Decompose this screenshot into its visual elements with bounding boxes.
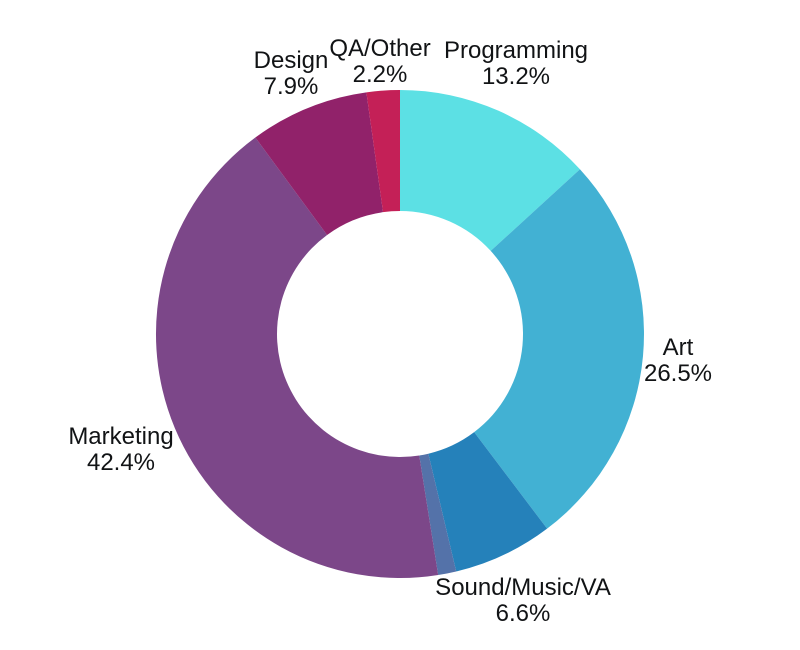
label-marketing-name: Marketing	[68, 423, 174, 450]
slice-sound-music-va	[428, 432, 548, 572]
label-marketing: Marketing 42.4%	[68, 423, 174, 477]
label-sound-music-va-name: Sound/Music/VA	[435, 574, 611, 601]
label-qa-other: QA/Other 2.2%	[329, 35, 431, 89]
slice-qa-other	[366, 90, 400, 213]
slice-programming	[400, 90, 580, 251]
label-design-name: Design	[253, 47, 329, 74]
label-art-name: Art	[662, 334, 694, 361]
label-qa-other-name: QA/Other	[329, 35, 431, 62]
label-programming: Programming 13.2%	[443, 37, 589, 91]
label-marketing-pct: 42.4%	[86, 449, 156, 477]
label-programming-pct: 13.2%	[481, 63, 551, 91]
label-programming-name: Programming	[443, 37, 589, 64]
label-art-pct: 26.5%	[643, 360, 713, 388]
label-sound-music-va-pct: 6.6%	[495, 600, 551, 628]
slice-unlabeled-sliver	[419, 453, 457, 575]
label-sound-music-va: Sound/Music/VA 6.6%	[435, 574, 611, 628]
label-design: Design 7.9%	[253, 47, 329, 101]
slice-art	[474, 169, 644, 529]
slice-design	[255, 92, 384, 235]
label-art: Art 26.5%	[643, 334, 713, 388]
label-qa-other-pct: 2.2%	[352, 61, 408, 89]
slice-marketing	[155, 137, 439, 579]
label-design-pct: 7.9%	[263, 73, 319, 101]
